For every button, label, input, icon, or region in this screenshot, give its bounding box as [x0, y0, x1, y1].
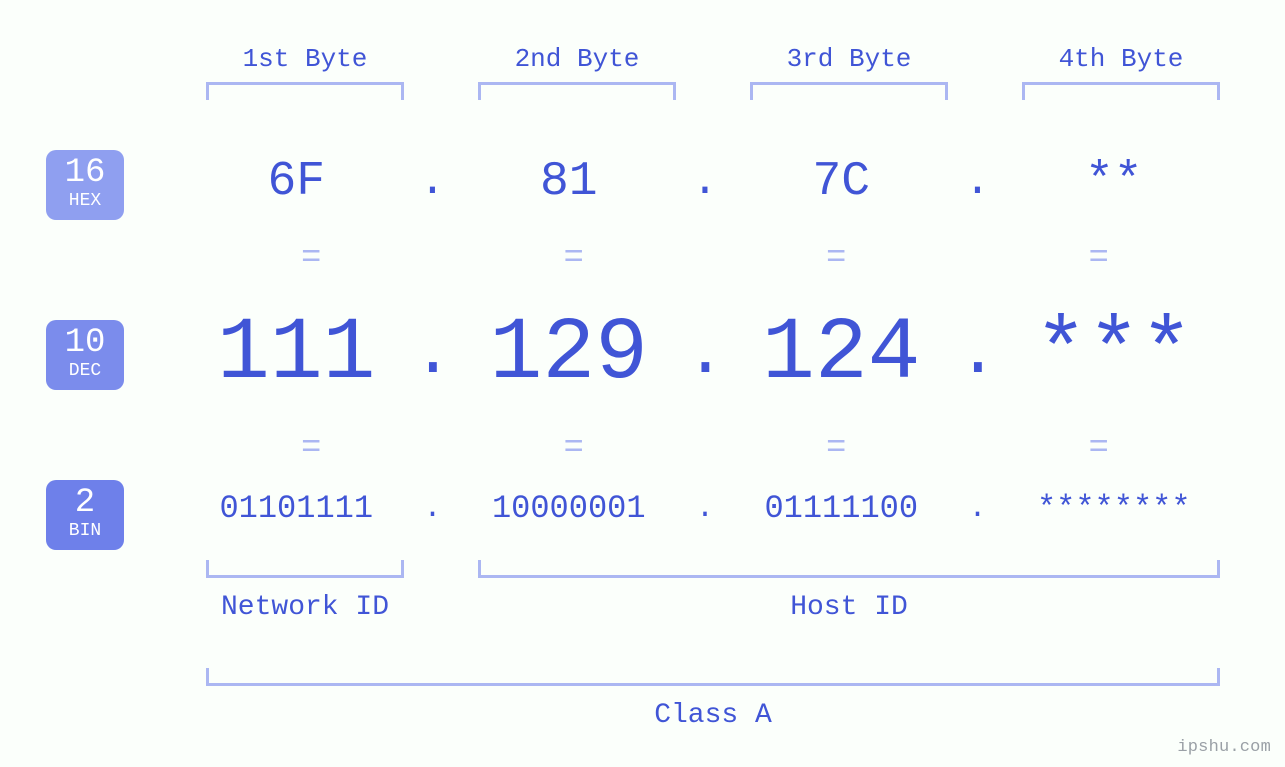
- class-bracket: [206, 668, 1220, 686]
- bin-b2: 10000001: [453, 490, 686, 527]
- class-label: Class A: [206, 700, 1220, 731]
- badge-dec: 10 DEC: [46, 320, 124, 390]
- bin-b4: ********: [998, 490, 1231, 527]
- bin-b1: 01101111: [180, 490, 413, 527]
- badge-dec-num: 10: [46, 326, 124, 360]
- bin-dot-1: .: [413, 492, 453, 526]
- hex-b2: 81: [453, 155, 686, 209]
- bin-dot-3: .: [958, 492, 998, 526]
- eq-2: =: [554, 240, 594, 278]
- badge-bin-txt: BIN: [46, 522, 124, 542]
- eq-row-bottom: = = = =: [180, 430, 1230, 468]
- badge-bin: 2 BIN: [46, 480, 124, 550]
- hex-b3: 7C: [725, 155, 958, 209]
- eq-4: =: [1079, 240, 1119, 278]
- byte-header-3: 3rd Byte: [750, 44, 948, 74]
- bin-row: 01101111 . 10000001 . 01111100 . *******…: [180, 490, 1230, 527]
- dec-dot-1: .: [413, 316, 453, 393]
- top-bracket-2: [478, 82, 676, 100]
- network-id-label: Network ID: [206, 592, 404, 623]
- byte-header-1: 1st Byte: [206, 44, 404, 74]
- network-bracket: [206, 560, 404, 578]
- hex-b4: **: [998, 155, 1231, 209]
- byte-header-4: 4th Byte: [1022, 44, 1220, 74]
- badge-dec-txt: DEC: [46, 362, 124, 382]
- host-bracket: [478, 560, 1220, 578]
- badge-hex-txt: HEX: [46, 192, 124, 212]
- hex-dot-1: .: [413, 157, 453, 207]
- badge-hex: 16 HEX: [46, 150, 124, 220]
- watermark: ipshu.com: [1177, 738, 1271, 757]
- dec-dot-3: .: [958, 316, 998, 393]
- eq-1: =: [291, 240, 331, 278]
- eq-8: =: [1079, 430, 1119, 468]
- dec-b4: ***: [998, 305, 1231, 404]
- byte-header-2: 2nd Byte: [478, 44, 676, 74]
- dec-b2: 129: [453, 305, 686, 404]
- dec-b1: 111: [180, 305, 413, 404]
- eq-5: =: [291, 430, 331, 468]
- eq-3: =: [816, 240, 856, 278]
- hex-dot-3: .: [958, 157, 998, 207]
- hex-b1: 6F: [180, 155, 413, 209]
- dec-row: 111 . 129 . 124 . ***: [180, 305, 1230, 404]
- badge-bin-num: 2: [46, 486, 124, 520]
- eq-6: =: [554, 430, 594, 468]
- eq-7: =: [816, 430, 856, 468]
- eq-row-top: = = = =: [180, 240, 1230, 278]
- top-bracket-1: [206, 82, 404, 100]
- bin-dot-2: .: [685, 492, 725, 526]
- badge-hex-num: 16: [46, 156, 124, 190]
- top-bracket-3: [750, 82, 948, 100]
- hex-dot-2: .: [685, 157, 725, 207]
- dec-dot-2: .: [685, 316, 725, 393]
- bin-b3: 01111100: [725, 490, 958, 527]
- hex-row: 6F . 81 . 7C . **: [180, 155, 1230, 209]
- top-bracket-4: [1022, 82, 1220, 100]
- dec-b3: 124: [725, 305, 958, 404]
- host-id-label: Host ID: [478, 592, 1220, 623]
